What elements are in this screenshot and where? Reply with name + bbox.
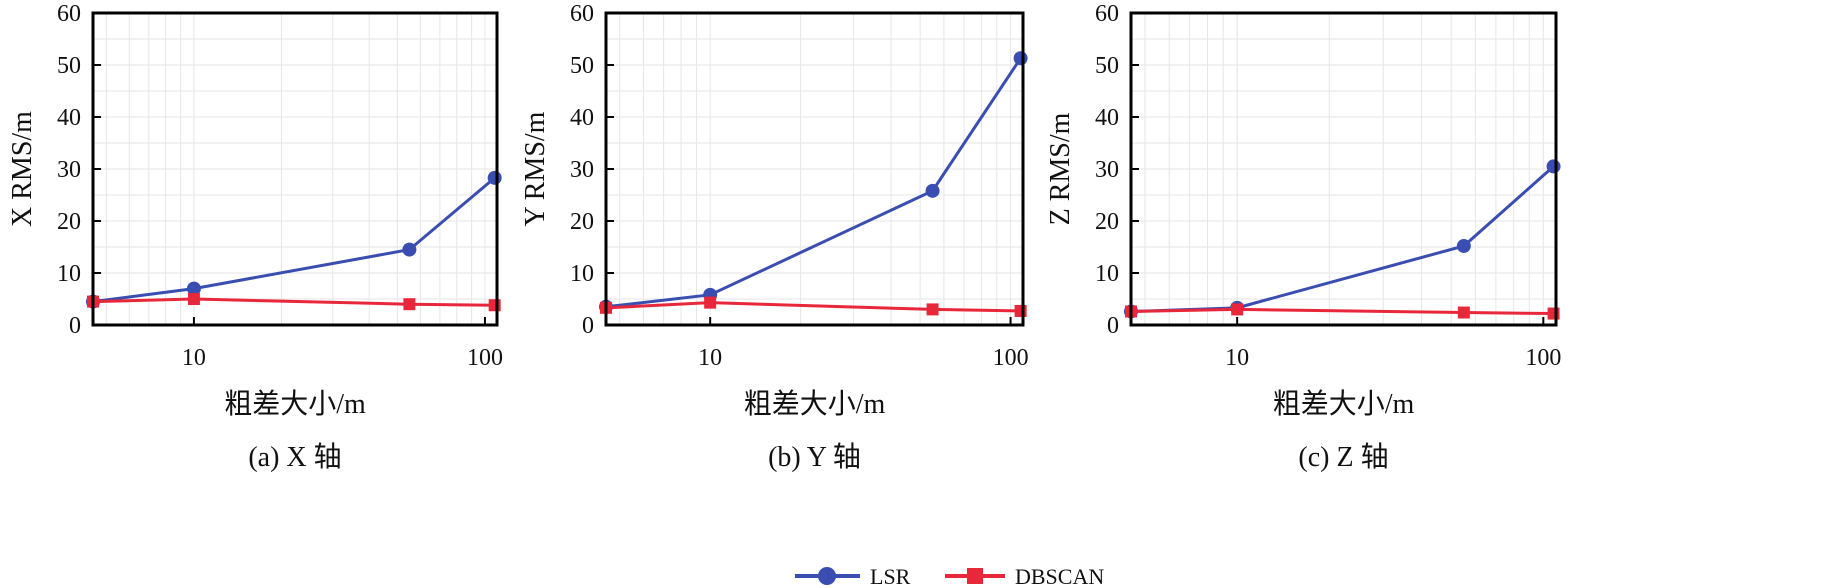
data-point-dbscan: [704, 296, 717, 309]
y-tick-label: 50: [57, 53, 81, 79]
x-tick-label: 100: [993, 345, 1029, 371]
y-tick-label: 20: [570, 209, 594, 235]
data-point-dbscan: [488, 299, 501, 312]
y-tick-label: 50: [1095, 53, 1119, 79]
panel-caption: (b) Y 轴: [768, 441, 861, 473]
chart-panel-1: 0 10 20 30 40 50 60 10 100 Y RMS/m 粗差大小/m (b) Y 轴: [520, 1, 1029, 473]
series-line-dbscan: [1130, 307, 1554, 316]
series-line-dbscan: [605, 301, 1021, 313]
y-tick-label: 30: [1095, 157, 1119, 183]
y-tick-label: 30: [570, 157, 594, 183]
y-tick-label: 40: [1095, 105, 1119, 131]
data-point-lsr: [186, 281, 201, 296]
y-tick-label: 40: [57, 105, 81, 131]
x-axis-label: 粗差大小/m: [744, 388, 886, 420]
y-tick-label: 40: [570, 105, 594, 131]
y-tick-label: 60: [1095, 1, 1119, 27]
series-line-lsr: [1130, 165, 1555, 313]
y-tick-label: 60: [57, 1, 81, 27]
x-tick-label: 10: [698, 345, 722, 371]
panel-caption: (c) Z 轴: [1298, 441, 1388, 473]
y-tick-label: 10: [57, 261, 81, 287]
data-point-dbscan: [1014, 304, 1027, 317]
y-tick-label: 50: [570, 53, 594, 79]
y-axis-label: X RMS/m: [7, 111, 38, 227]
data-point-dbscan: [1547, 307, 1560, 320]
data-point-dbscan: [1231, 303, 1244, 316]
y-tick-label: 0: [69, 313, 81, 339]
data-point-dbscan: [187, 293, 200, 305]
data-point-lsr: [925, 183, 940, 198]
series-line-dbscan: [92, 297, 495, 307]
data-point-lsr: [1456, 238, 1471, 253]
y-tick-label: 20: [1095, 209, 1119, 235]
data-point-dbscan: [926, 303, 939, 316]
panel-caption: (a) X 轴: [248, 441, 341, 473]
y-tick-label: 0: [582, 313, 594, 339]
legend-marker-lsr: [818, 567, 836, 585]
y-tick-label: 30: [57, 157, 81, 183]
data-point-lsr: [402, 242, 417, 257]
x-tick-label: 10: [1225, 345, 1249, 371]
legend-marker-dbscan: [967, 568, 983, 584]
y-axis-label: Y RMS/m: [520, 111, 551, 226]
x-tick-label: 100: [1525, 345, 1561, 371]
x-tick-label: 100: [467, 345, 503, 371]
x-axis-label: 粗差大小/m: [1273, 388, 1415, 420]
legend-label-lsr: LSR: [870, 564, 911, 588]
data-point-lsr: [1546, 159, 1561, 174]
chart-panel-0: 0 10 20 30 40 50 60 10 100 X RMS/m 粗差大小/m (a) X 轴: [7, 1, 503, 473]
legend-label-dbscan: DBSCAN: [1015, 564, 1104, 588]
series-line-lsr: [605, 57, 1022, 309]
data-point-lsr: [487, 170, 502, 185]
y-tick-label: 20: [57, 209, 81, 235]
y-tick-label: 10: [570, 261, 594, 287]
y-tick-label: 0: [1107, 313, 1119, 339]
y-tick-label: 10: [1095, 261, 1119, 287]
y-tick-label: 60: [570, 1, 594, 27]
series-line-lsr: [92, 176, 496, 304]
y-axis-label: Z RMS/m: [1045, 112, 1076, 225]
legend: LSR DBSCAN: [795, 564, 1104, 588]
x-tick-label: 10: [182, 345, 206, 371]
data-point-dbscan: [1457, 306, 1470, 319]
data-point-dbscan: [403, 298, 416, 311]
data-point-lsr: [1013, 51, 1028, 66]
x-axis-label: 粗差大小/m: [224, 388, 366, 420]
chart-panel-2: 0 10 20 30 40 50 60 10 100 Z RMS/m 粗差大小/m (c) Z 轴: [1045, 1, 1561, 473]
